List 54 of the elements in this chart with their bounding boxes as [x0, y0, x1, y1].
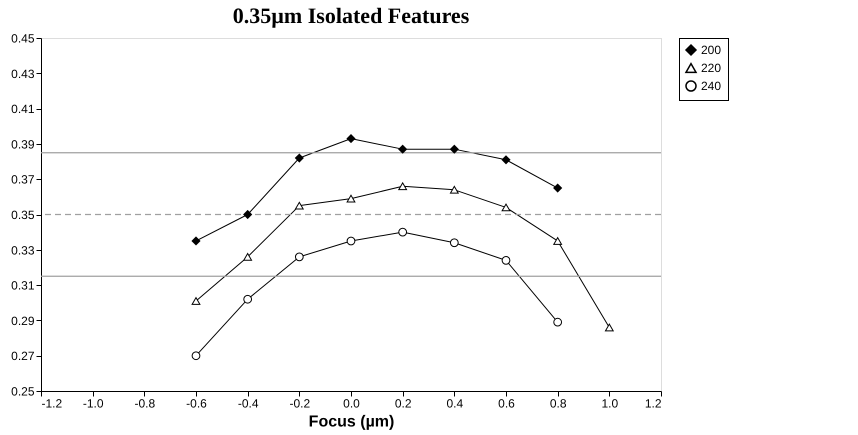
x-tick-label: 0.2	[394, 396, 412, 410]
point	[346, 194, 356, 202]
y-tick-label: 0.29	[11, 314, 35, 328]
legend-label: 200	[701, 43, 722, 57]
point	[553, 318, 562, 327]
x-tick-label: -0.6	[186, 396, 208, 410]
y-tick-label: 0.27	[11, 349, 35, 364]
point	[243, 294, 252, 304]
x-tick-label: 0.8	[550, 396, 567, 410]
x-tick-label: -0.2	[289, 396, 310, 410]
point	[243, 210, 252, 219]
point	[398, 144, 408, 154]
point	[450, 144, 459, 154]
point	[450, 238, 459, 248]
y-tick-label: 0.37	[11, 172, 35, 187]
point	[346, 134, 356, 143]
point	[294, 252, 304, 262]
x-tick-label: 0.6	[498, 396, 516, 410]
y-tick-label: 0.25	[11, 384, 35, 398]
x-axis-title: Focus (µm)	[308, 414, 394, 430]
point	[192, 297, 200, 305]
point	[450, 186, 459, 194]
x-tick-label: -0.8	[134, 396, 156, 410]
y-tick-label: 0.39	[11, 137, 35, 152]
point	[553, 184, 562, 192]
y-tick-label: 0.41	[11, 102, 35, 116]
x-tick-label: 1.2	[644, 396, 662, 410]
x-tick-label: -1.2	[42, 396, 63, 410]
point	[192, 236, 200, 246]
point	[502, 256, 510, 265]
point	[346, 236, 356, 246]
point	[398, 228, 408, 237]
point	[502, 204, 510, 212]
x-tick-label: -0.4	[238, 396, 259, 410]
point	[398, 182, 408, 190]
y-tick-label: 0.33	[11, 243, 35, 258]
point	[192, 351, 200, 360]
chart-title: 0.35µm Isolated Features	[232, 3, 470, 28]
legend-label: 220	[701, 61, 722, 75]
y-tick-label: 0.31	[11, 278, 35, 293]
x-tick-label: -1.0	[82, 396, 104, 410]
point	[553, 237, 562, 245]
y-tick-label: 0.45	[11, 32, 35, 46]
y-tick-label: 0.43	[11, 66, 35, 81]
legend-label: 240	[701, 79, 722, 93]
point	[604, 324, 614, 332]
point	[294, 154, 304, 162]
x-tick-label: 0.4	[446, 396, 464, 410]
point	[502, 155, 510, 164]
y-tick-label: 0.35	[11, 208, 35, 222]
point	[294, 202, 304, 210]
x-tick-label: 0.0	[343, 396, 360, 410]
point	[243, 253, 252, 261]
x-tick-label: 1.0	[601, 396, 618, 410]
